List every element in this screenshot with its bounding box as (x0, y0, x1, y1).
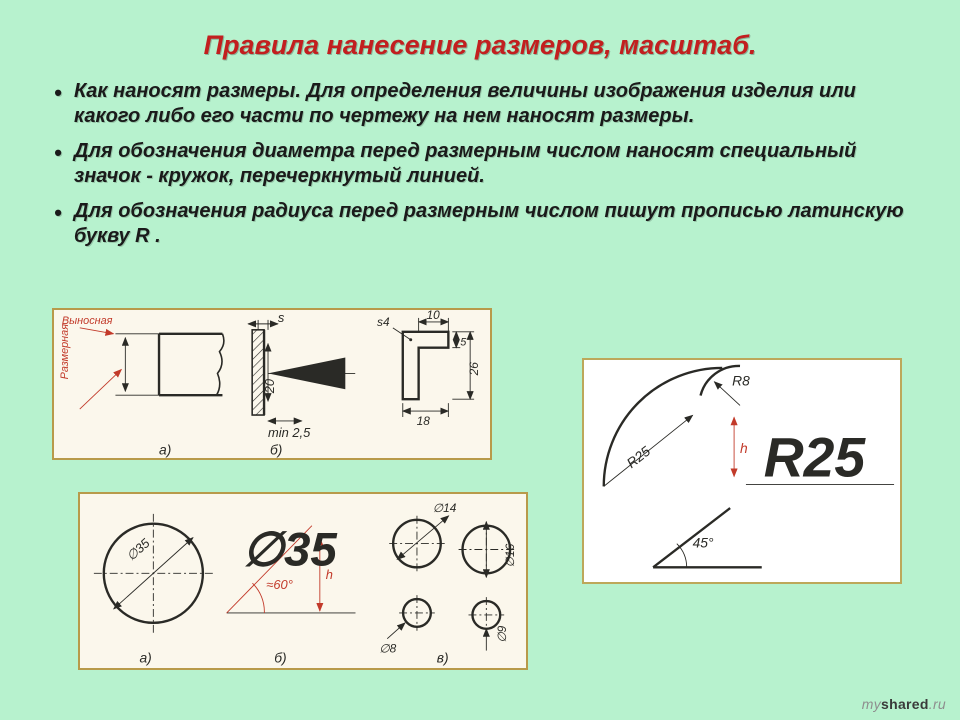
label-45: 45° (693, 535, 714, 551)
label-d14: ∅14 (433, 501, 457, 515)
figure-bottom: ∅35 а) ≈60° h ∅35 б) ∅14 (78, 492, 528, 670)
label-d8: ∅8 (379, 642, 396, 656)
bullet-list: Как наносят размеры. Для определения вел… (46, 79, 914, 249)
label-10: 10 (427, 310, 441, 322)
watermark-dark: shared (881, 696, 929, 712)
fig-c: s4 10 26 5 18 (377, 310, 481, 428)
label-r25-big: R25 (764, 427, 867, 489)
label-big-d35: ∅35 (243, 523, 339, 576)
label-a: а) (159, 442, 171, 458)
figure-right-svg: R25 R8 h R25 45° (584, 360, 900, 583)
label-b2: б) (274, 649, 286, 665)
fig-b: 20 s min 2,5 б) (248, 310, 355, 458)
label-26: 26 (467, 362, 481, 377)
label-d9: ∅9 (495, 625, 509, 642)
slide-title: Правила нанесение размеров, масштаб. (46, 30, 914, 61)
label-5: 5 (460, 337, 467, 349)
bullet-item: Как наносят размеры. Для определения вел… (52, 79, 908, 129)
label-a2: а) (139, 649, 151, 665)
figure-top: Выносная Размерная а) 20 s (52, 308, 492, 460)
label-18: 18 (417, 414, 431, 428)
figure-bottom-svg: ∅35 а) ≈60° h ∅35 б) ∅14 (80, 494, 526, 670)
fig-bottom-a: ∅35 а) (94, 514, 213, 666)
watermark: myshared.ru (862, 696, 946, 712)
figure-top-svg: Выносная Размерная а) 20 s (54, 310, 490, 461)
label-d16: ∅16 (503, 543, 517, 567)
label-h: h (740, 440, 748, 456)
label-s4: s4 (377, 315, 390, 329)
label-razmernaya: Размерная (59, 324, 71, 380)
label-60: ≈60° (266, 577, 293, 592)
slide: Правила нанесение размеров, масштаб. Как… (0, 0, 960, 720)
bullet-item: Для обозначения радиуса перед размерным … (52, 199, 908, 249)
label-r8: R8 (732, 373, 750, 389)
label-s: s (278, 310, 285, 325)
label-20: 20 (262, 378, 277, 394)
label-b: б) (270, 442, 282, 458)
label-min25: min 2,5 (268, 425, 311, 440)
figure-right: R25 R8 h R25 45° (582, 358, 902, 584)
watermark-light: my (862, 696, 881, 712)
fig-bottom-b: ≈60° h ∅35 б) (227, 523, 356, 665)
fig-bottom-c: ∅14 ∅8 ∅16 ∅9 в) (379, 501, 517, 666)
fig-a: Выносная Размерная а) (59, 315, 224, 458)
watermark-suffix: .ru (929, 696, 946, 712)
label-c2: в) (437, 649, 449, 665)
bullet-item: Для обозначения диаметра перед размерным… (52, 139, 908, 189)
label-d35a: ∅35 (124, 535, 154, 564)
